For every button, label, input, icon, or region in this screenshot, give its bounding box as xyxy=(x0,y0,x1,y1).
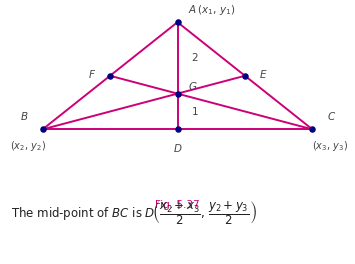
Point xyxy=(242,74,248,78)
Text: $(x_2,\,y_2)$: $(x_2,\,y_2)$ xyxy=(10,139,47,153)
Point xyxy=(107,74,113,78)
Point xyxy=(175,127,180,131)
Text: $D$: $D$ xyxy=(173,142,182,154)
Point xyxy=(175,92,180,96)
Point xyxy=(175,20,180,24)
Point xyxy=(310,127,315,131)
Text: The mid-point of $\mathit{BC}$ is $\mathit{D}\!\left(\dfrac{x_2+x_3}{2},\,\dfrac: The mid-point of $\mathit{BC}$ is $\math… xyxy=(11,200,256,227)
Text: $C$: $C$ xyxy=(327,110,336,122)
Text: $G$: $G$ xyxy=(188,80,198,92)
Text: 1: 1 xyxy=(192,107,198,116)
Point xyxy=(40,127,45,131)
Text: $F$: $F$ xyxy=(88,68,96,80)
Text: $E$: $E$ xyxy=(259,68,268,80)
Text: $B$: $B$ xyxy=(20,110,28,122)
Text: Fig. 5.37: Fig. 5.37 xyxy=(155,200,200,210)
Text: 2: 2 xyxy=(192,53,198,63)
Text: $(x_3,\,y_3)$: $(x_3,\,y_3)$ xyxy=(312,139,348,153)
Text: $A\,(x_1,\,y_1)$: $A\,(x_1,\,y_1)$ xyxy=(188,3,236,17)
